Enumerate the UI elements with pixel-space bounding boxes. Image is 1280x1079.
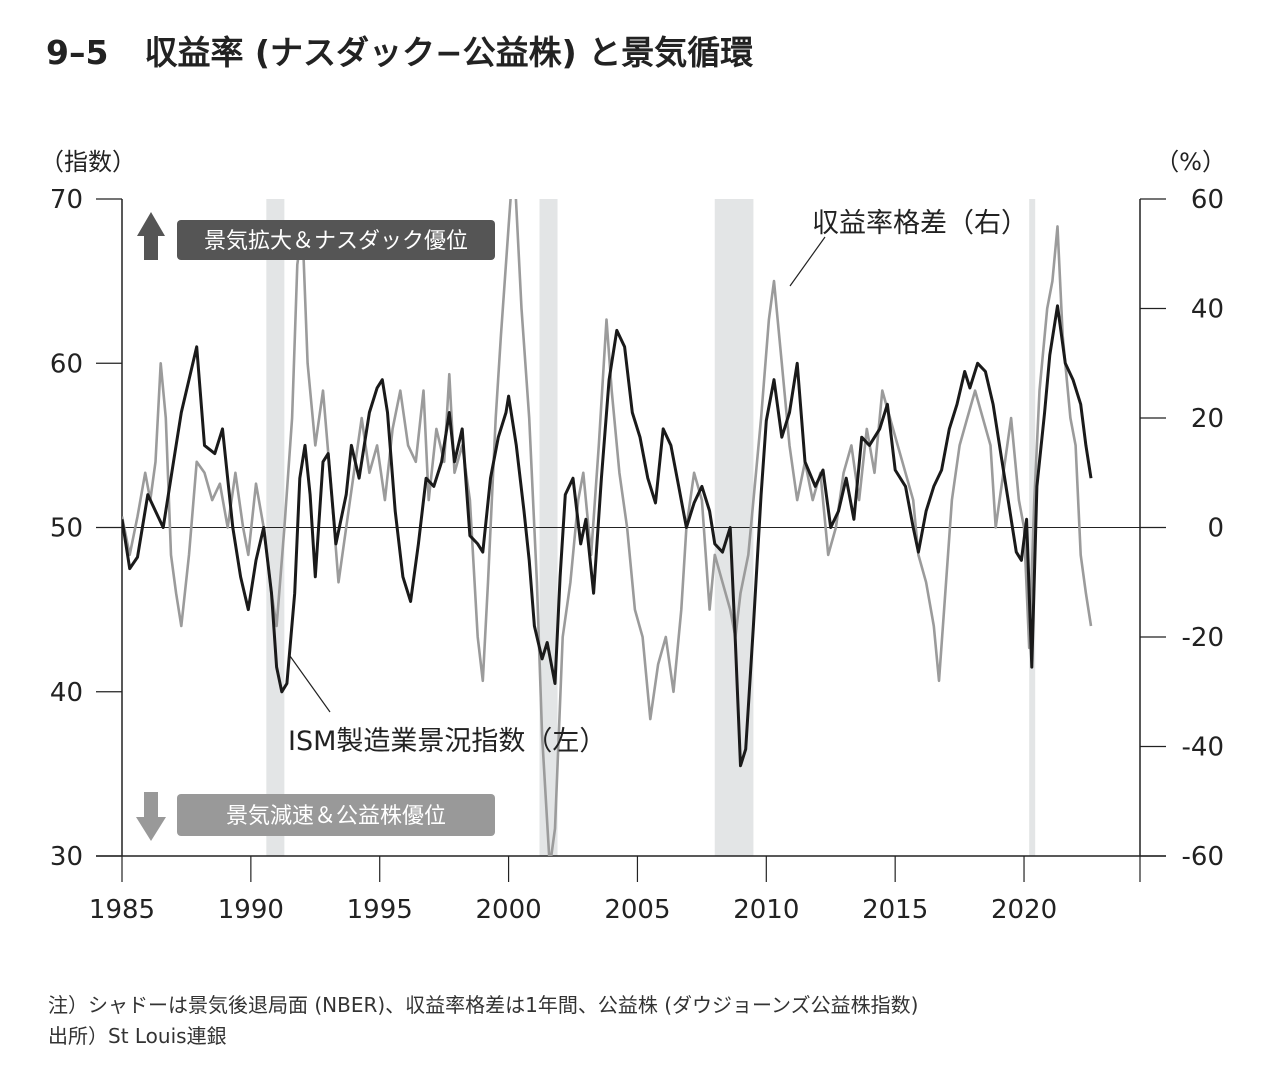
arrow-down-icon — [136, 792, 166, 841]
x-tick-label: 2010 — [733, 895, 799, 925]
right-tick-label: -40 — [1182, 733, 1224, 763]
right-axis-ticks: -60 -40 -20 0 20 40 60 — [1140, 185, 1224, 872]
left-axis-ticks: 30 40 50 60 70 — [50, 185, 122, 872]
x-tick-label: 2000 — [475, 895, 541, 925]
x-tick-label: 2020 — [991, 895, 1057, 925]
right-tick-label: -20 — [1182, 623, 1224, 653]
x-axis-ticks: 1985 1990 1995 2000 2005 2010 2015 2020 — [89, 856, 1141, 925]
right-tick-label: 0 — [1207, 514, 1224, 544]
x-tick-label: 1995 — [347, 895, 413, 925]
notes: 注）シャドーは景気後退局面 (NBER)、収益率格差は1年間、公益株 (ダウジョ… — [48, 990, 918, 1052]
x-tick-label: 2015 — [862, 895, 928, 925]
callout-up-text: 景気拡大＆ナスダック優位 — [204, 229, 468, 254]
spread-label: 収益率格差（右） — [812, 208, 1028, 239]
x-tick-label: 1990 — [218, 895, 284, 925]
left-tick-label: 70 — [50, 185, 83, 215]
arrow-up-icon — [137, 212, 165, 260]
left-tick-label: 30 — [50, 842, 83, 872]
callout-up: 景気拡大＆ナスダック優位 — [137, 212, 495, 260]
callout-up-box — [177, 220, 495, 260]
right-tick-label: -60 — [1182, 842, 1224, 872]
callout-down-text: 景気減速＆公益株優位 — [226, 804, 446, 829]
figure-title: 9–5 収益率 (ナスダック−公益株) と景気循環 — [46, 26, 753, 74]
left-tick-label: 60 — [50, 349, 83, 379]
callout-down-box — [177, 794, 495, 836]
source-text: 出所）St Louis連銀 — [48, 1024, 227, 1048]
ism-leader-line — [289, 655, 331, 713]
callout-down: 景気減速＆公益株優位 — [136, 792, 495, 841]
x-tick-label: 2005 — [604, 895, 670, 925]
chart: 30 40 50 60 70 -60 -40 -20 0 20 40 60 1985 1990 1995… — [40, 148, 1226, 925]
figure-title-text: 収益率 (ナスダック−公益株) と景気循環 — [144, 33, 754, 72]
right-tick-label: 20 — [1191, 404, 1224, 434]
spread-annotation: 収益率格差（右） — [789, 208, 1028, 287]
figure-number: 9–5 — [46, 33, 109, 72]
series-layer — [122, 199, 1093, 856]
right-tick-label: 40 — [1191, 295, 1224, 325]
x-tick-label: 1985 — [89, 895, 155, 925]
ism-annotation: ISM製造業景況指数（左） — [288, 655, 606, 757]
ism-series-line — [122, 304, 1093, 768]
left-tick-label: 40 — [50, 678, 83, 708]
spread-series-line — [122, 199, 1093, 856]
ism-label: ISM製造業景況指数（左） — [288, 726, 606, 757]
left-axis-unit: （指数） — [40, 148, 136, 176]
left-tick-label: 50 — [50, 514, 83, 544]
note-text: 注）シャドーは景気後退局面 (NBER)、収益率格差は1年間、公益株 (ダウジョ… — [48, 993, 919, 1017]
right-axis-unit: （%） — [1155, 148, 1226, 176]
right-tick-label: 60 — [1191, 185, 1224, 215]
spread-leader-line — [789, 236, 826, 287]
